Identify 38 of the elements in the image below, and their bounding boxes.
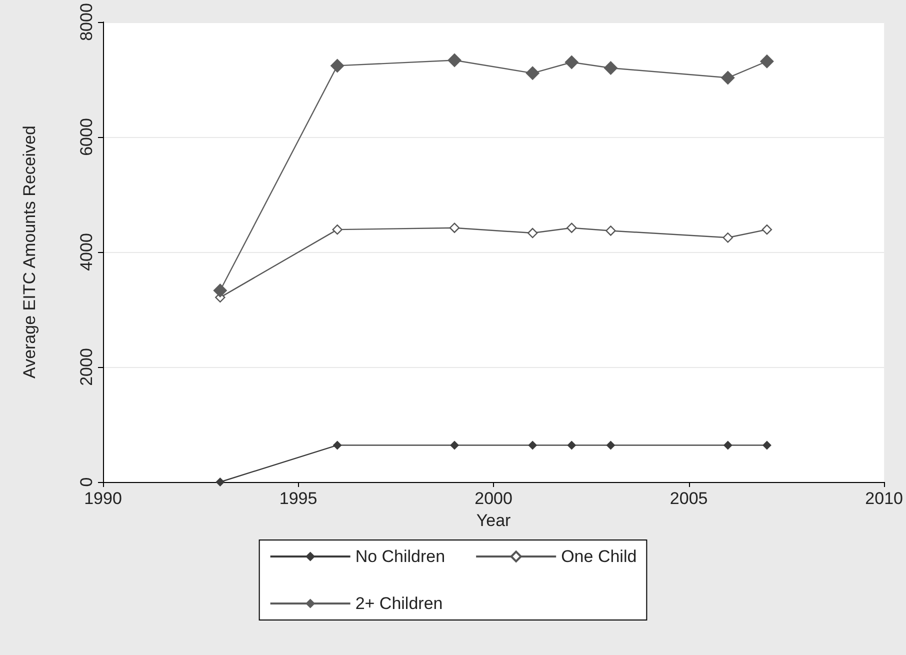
y-tick-label: 2000 xyxy=(77,348,96,386)
point xyxy=(332,440,342,450)
x-tick-label: 2005 xyxy=(670,489,708,508)
point xyxy=(606,440,616,450)
point xyxy=(447,53,462,68)
point xyxy=(332,224,342,235)
point xyxy=(330,58,344,73)
y-tick-label: 6000 xyxy=(77,118,96,156)
point xyxy=(723,440,732,450)
x-axis-title: Year xyxy=(476,510,512,530)
y-tick-label: 0 xyxy=(77,477,96,487)
point xyxy=(762,224,772,235)
point xyxy=(528,440,538,450)
y-tick-label: 4000 xyxy=(77,233,96,271)
x-tick-label: 2000 xyxy=(474,489,512,508)
point xyxy=(760,54,774,68)
point xyxy=(722,232,733,243)
y-axis-title: Average EITC Amounts Received xyxy=(20,126,39,378)
point xyxy=(566,222,577,233)
x-tick-label: 1990 xyxy=(84,489,122,508)
x-tick-label: 2010 xyxy=(865,489,904,508)
legend-label: No Children xyxy=(355,547,446,566)
point xyxy=(449,222,460,233)
point xyxy=(526,66,540,80)
x-tick-label: 1995 xyxy=(279,489,318,508)
point xyxy=(604,61,618,75)
point xyxy=(213,284,228,298)
point xyxy=(720,70,735,85)
point xyxy=(216,478,225,486)
legend-label: 2+ Children xyxy=(355,594,443,613)
point xyxy=(528,228,538,238)
point xyxy=(762,440,772,450)
legend-label: One Child xyxy=(561,547,637,566)
y-tick-label: 8000 xyxy=(77,3,96,41)
point xyxy=(567,440,576,450)
point xyxy=(564,55,579,70)
point xyxy=(606,226,616,236)
point xyxy=(450,440,459,450)
